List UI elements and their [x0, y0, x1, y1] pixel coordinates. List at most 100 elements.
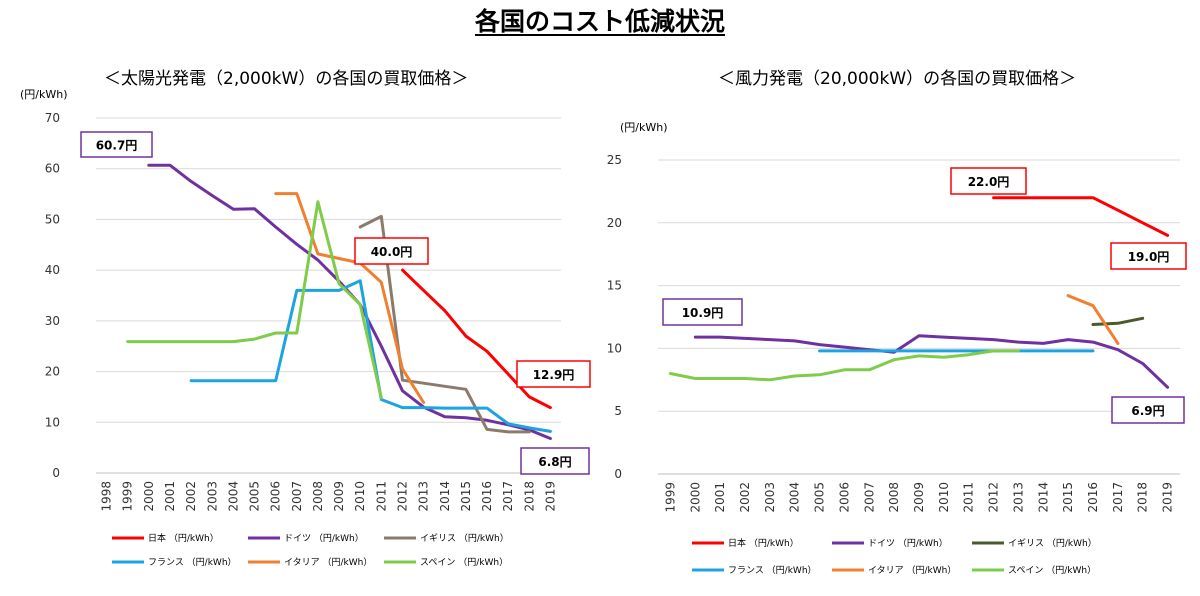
wind-x-tick-label: 2007: [862, 482, 876, 513]
solar-y-tick-label: 30: [45, 314, 60, 328]
solar-legend-label: ドイツ （円/kWh）: [284, 533, 364, 544]
solar-x-tick-label: 2008: [311, 481, 325, 512]
solar-x-tick-label: 2018: [522, 481, 536, 512]
wind-x-tick-label: 2008: [887, 482, 901, 513]
solar-series-line-5: [126, 200, 383, 400]
wind-x-tick-label: 2002: [738, 482, 752, 513]
wind-callout-box: [662, 298, 743, 326]
wind-series-line-5: [668, 349, 1020, 382]
solar-y-tick-label: 20: [45, 365, 60, 379]
solar-chart-title: ＜太陽光発電（2,000kW）の各国の買取価格＞: [104, 69, 469, 89]
solar-x-tick-label: 2003: [205, 481, 219, 512]
solar-legend-label: イギリス （円/kWh）: [420, 533, 509, 544]
solar-callout-label: 12.9円: [533, 368, 575, 382]
wind-x-tick-label: 2016: [1086, 482, 1100, 513]
wind-series-line-1: [693, 334, 1170, 389]
wind-legend-label: フランス （円/kWh）: [728, 565, 817, 576]
wind-callout-label: 19.0円: [1128, 250, 1170, 264]
solar-x-tick-label: 2010: [353, 481, 367, 512]
wind-x-tick-label: 1999: [663, 482, 677, 513]
solar-series-line-3: [189, 279, 552, 433]
wind-x-tick-label: 2015: [1061, 482, 1075, 513]
solar-x-tick-label: 1999: [121, 481, 135, 512]
solar-legend-label: 日本 （円/kWh）: [148, 532, 219, 544]
wind-x-tick-label: 2001: [713, 482, 727, 513]
wind-y-tick-label: 20: [607, 216, 622, 230]
solar-x-tick-label: 2017: [501, 481, 515, 512]
wind-callout-box: [1110, 242, 1187, 270]
wind-y-tick-label: 15: [607, 279, 622, 293]
wind-legend-label: イタリア （円/kWh）: [868, 565, 956, 576]
solar-callout-label: 6.8円: [538, 455, 571, 469]
wind-x-tick-label: 2005: [813, 482, 827, 513]
wind-legend-label: ドイツ （円/kWh）: [868, 538, 948, 549]
solar-series-line-0: [401, 268, 552, 410]
wind-y-tick-label: 0: [614, 467, 622, 481]
wind-legend-label: イギリス （円/kWh）: [1008, 538, 1097, 549]
wind-x-tick-label: 2000: [688, 482, 702, 513]
wind-chart-title: ＜風力発電（20,000kW）の各国の買取価格＞: [718, 69, 1077, 89]
wind-x-tick-label: 2014: [1036, 482, 1050, 513]
wind-x-tick-label: 2010: [937, 482, 951, 513]
solar-x-tick-label: 2004: [226, 481, 240, 512]
solar-series-line-4: [274, 192, 426, 404]
solar-x-tick-label: 2011: [374, 481, 388, 512]
solar-x-tick-label: 2016: [480, 481, 494, 512]
wind-y-tick-label: 10: [607, 341, 622, 355]
solar-x-tick-label: 2019: [543, 481, 557, 512]
page-title: 各国のコスト低減状況: [474, 7, 725, 36]
wind-series-line-4: [1066, 294, 1120, 345]
wind-y-tick-label: 25: [607, 153, 622, 167]
solar-y-tick-label: 40: [45, 263, 60, 277]
wind-x-tick-label: 2003: [763, 482, 777, 513]
solar-callout-box: [354, 237, 429, 265]
wind-series-line-2: [1091, 316, 1145, 326]
solar-x-tick-label: 2013: [417, 481, 431, 512]
solar-x-tick-label: 2007: [290, 481, 304, 512]
wind-y-axis-label: (円/kWh): [620, 121, 668, 134]
solar-legend-label: イタリア （円/kWh）: [284, 557, 372, 568]
solar-callout-box: [80, 131, 153, 158]
wind-x-tick-label: 2006: [837, 482, 851, 513]
wind-callout-label: 22.0円: [968, 175, 1010, 189]
solar-x-tick-label: 2006: [269, 481, 283, 512]
solar-callout-label: 40.0円: [371, 245, 413, 259]
solar-x-tick-label: 2015: [459, 481, 473, 512]
solar-x-tick-label: 2009: [332, 481, 346, 512]
wind-callout-box: [950, 167, 1027, 195]
wind-y-tick-label: 5: [614, 404, 622, 418]
solar-x-tick-label: 2012: [395, 481, 409, 512]
solar-x-tick-label: 2001: [163, 481, 177, 512]
wind-series-line-0: [992, 196, 1170, 237]
wind-legend-label: 日本 （円/kWh）: [728, 537, 799, 549]
solar-y-tick-label: 10: [45, 415, 60, 429]
wind-legend-label: スペイン （円/kWh）: [1008, 565, 1096, 576]
solar-chart: 0 10 20 30 40 50 60 70 (円/kWh) 1998 1999 2000 2001 20…: [20, 88, 591, 568]
wind-x-tick-label: 2009: [912, 482, 926, 513]
solar-y-tick-label: 60: [45, 162, 60, 176]
solar-callout-label: 60.7円: [96, 139, 138, 153]
solar-x-tick-label: 2002: [184, 481, 198, 512]
solar-y-tick-label: 70: [45, 111, 60, 125]
wind-callout-label: 6.9円: [1131, 404, 1164, 418]
wind-x-tick-label: 2004: [788, 482, 802, 513]
wind-x-tick-label: 2017: [1111, 482, 1125, 513]
solar-x-tick-label: 2005: [248, 481, 262, 512]
wind-x-tick-label: 2019: [1161, 482, 1175, 513]
wind-x-tick-label: 2012: [987, 482, 1001, 513]
solar-legend-label: スペイン （円/kWh）: [420, 557, 508, 568]
wind-x-tick-label: 2011: [962, 482, 976, 513]
solar-series-line-2: [358, 214, 531, 434]
solar-x-tick-label: 2014: [438, 481, 452, 512]
solar-y-axis-label: (円/kWh): [20, 88, 68, 101]
wind-x-tick-label: 2018: [1136, 482, 1150, 513]
wind-callout-label: 10.9円: [682, 306, 724, 320]
solar-callout-box: [516, 360, 591, 388]
solar-callout-box: [520, 447, 590, 475]
solar-y-tick-label: 0: [52, 466, 60, 480]
solar-legend-label: フランス （円/kWh）: [148, 557, 237, 568]
solar-x-tick-label: 2000: [142, 481, 156, 512]
wind-x-tick-label: 2013: [1011, 482, 1025, 513]
wind-callout-box: [1111, 396, 1185, 424]
